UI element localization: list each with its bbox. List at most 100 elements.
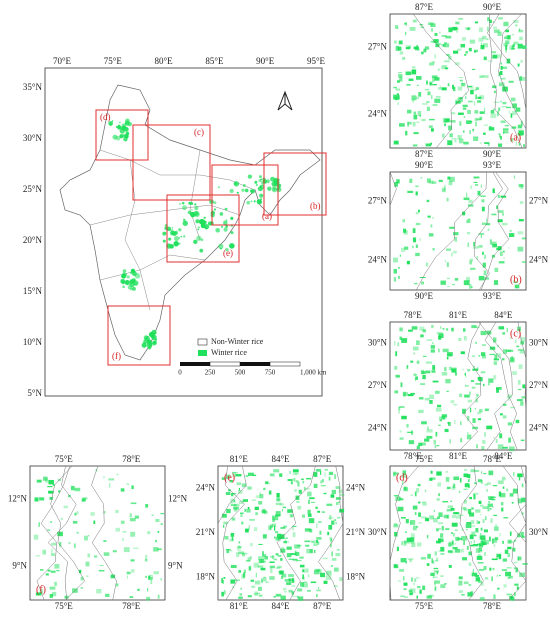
rice-patch — [253, 527, 258, 532]
rice-patch — [476, 118, 482, 121]
rice-patch — [112, 550, 117, 553]
lon-label: 81°E — [230, 454, 249, 464]
rice-patch — [429, 394, 435, 400]
rice-patch — [47, 569, 51, 572]
lon-label: 90°E — [415, 291, 434, 301]
rice-patch — [80, 587, 83, 589]
rice-patch — [251, 585, 256, 588]
rice-patch — [259, 185, 263, 188]
rice-patch — [475, 528, 479, 533]
rice-patch — [488, 127, 495, 131]
rice-patch — [457, 135, 462, 140]
rice-patch — [421, 370, 426, 374]
rice-patch — [498, 107, 501, 112]
rice-patch — [423, 48, 427, 53]
rice-patch — [45, 478, 49, 483]
rice-patch — [426, 435, 433, 439]
rice-patch — [280, 548, 286, 553]
rice-patch — [461, 594, 465, 596]
rice-patch — [441, 187, 446, 190]
rice-patch — [403, 582, 408, 586]
rice-patch — [442, 87, 446, 91]
rice-patch — [519, 572, 525, 577]
rice-patch — [458, 576, 463, 580]
rice-patch — [405, 71, 412, 76]
rice-patch — [288, 574, 294, 577]
rice-patch — [298, 489, 302, 494]
lon-label: 75°E — [104, 56, 123, 66]
rice-patch — [262, 554, 267, 557]
rice-patch — [302, 514, 305, 518]
rice-patch — [45, 573, 49, 576]
rice-patch — [506, 106, 511, 109]
rice-patch — [399, 254, 402, 257]
rice-patch — [487, 496, 494, 499]
rice-patch — [257, 565, 264, 568]
rice-patch — [259, 492, 261, 496]
rice-patch — [508, 80, 514, 83]
rice-patch — [450, 367, 457, 372]
rice-patch — [418, 92, 422, 97]
lat-label: 27°N — [529, 380, 549, 390]
rice-patch — [275, 502, 282, 506]
rice-patch — [500, 66, 503, 69]
rice-patch — [471, 325, 477, 329]
rice-patch — [466, 474, 471, 478]
rice-patch — [463, 141, 469, 145]
rice-patch — [217, 186, 220, 189]
rice-patch — [478, 244, 483, 248]
rice-patch — [429, 477, 433, 481]
rice-patch — [509, 575, 513, 579]
rice-patch — [247, 557, 251, 562]
rice-patch — [149, 574, 153, 577]
rice-patch — [426, 178, 431, 183]
rice-patch — [512, 547, 516, 552]
rice-patch — [463, 473, 468, 478]
rice-patch — [453, 512, 459, 515]
rice-patch — [469, 258, 473, 262]
rice-patch — [511, 45, 514, 50]
rice-patch — [465, 385, 469, 387]
rice-patch — [500, 62, 502, 65]
rice-patch — [508, 110, 510, 114]
rice-patch — [475, 399, 478, 403]
rice-patch — [463, 116, 466, 118]
inset-panel: 81°E 84°E 87°E81°E 84°E 87°E24°N21°N18°N24°N… — [196, 454, 366, 611]
rice-patch — [320, 480, 323, 484]
rice-patch — [302, 576, 305, 581]
rice-patch — [463, 499, 467, 504]
rice-patch — [519, 201, 524, 204]
rice-patch — [272, 516, 279, 521]
rice-patch — [43, 476, 48, 481]
rice-patch — [33, 534, 39, 540]
rice-patch — [261, 510, 267, 513]
rice-patch — [465, 523, 472, 529]
rice-patch — [238, 596, 243, 599]
rice-patch — [464, 483, 470, 488]
rice-patch — [444, 185, 446, 190]
rice-patch — [257, 556, 264, 561]
rice-patch — [421, 421, 427, 425]
rice-patch — [93, 520, 96, 525]
rice-patch — [419, 237, 421, 242]
rice-patch — [229, 479, 233, 483]
rice-patch — [517, 389, 522, 391]
rice-patch — [459, 79, 463, 82]
rice-patch — [428, 233, 434, 237]
rice-patch — [493, 437, 495, 439]
rice-patch — [480, 504, 484, 507]
legend-label: Non-Winter rice — [211, 337, 264, 346]
rice-patch — [474, 408, 476, 410]
rice-patch — [418, 522, 422, 524]
rice-patch — [465, 528, 468, 531]
rice-patch — [315, 469, 321, 472]
rice-patch — [402, 219, 406, 223]
rice-patch — [281, 573, 287, 578]
rice-patch — [404, 596, 409, 598]
rice-patch — [131, 569, 135, 573]
rice-patch — [258, 594, 263, 597]
rice-patch — [446, 262, 449, 267]
rice-patch — [487, 60, 493, 62]
rice-patch — [250, 200, 253, 203]
legend-swatch-winter — [198, 350, 207, 356]
